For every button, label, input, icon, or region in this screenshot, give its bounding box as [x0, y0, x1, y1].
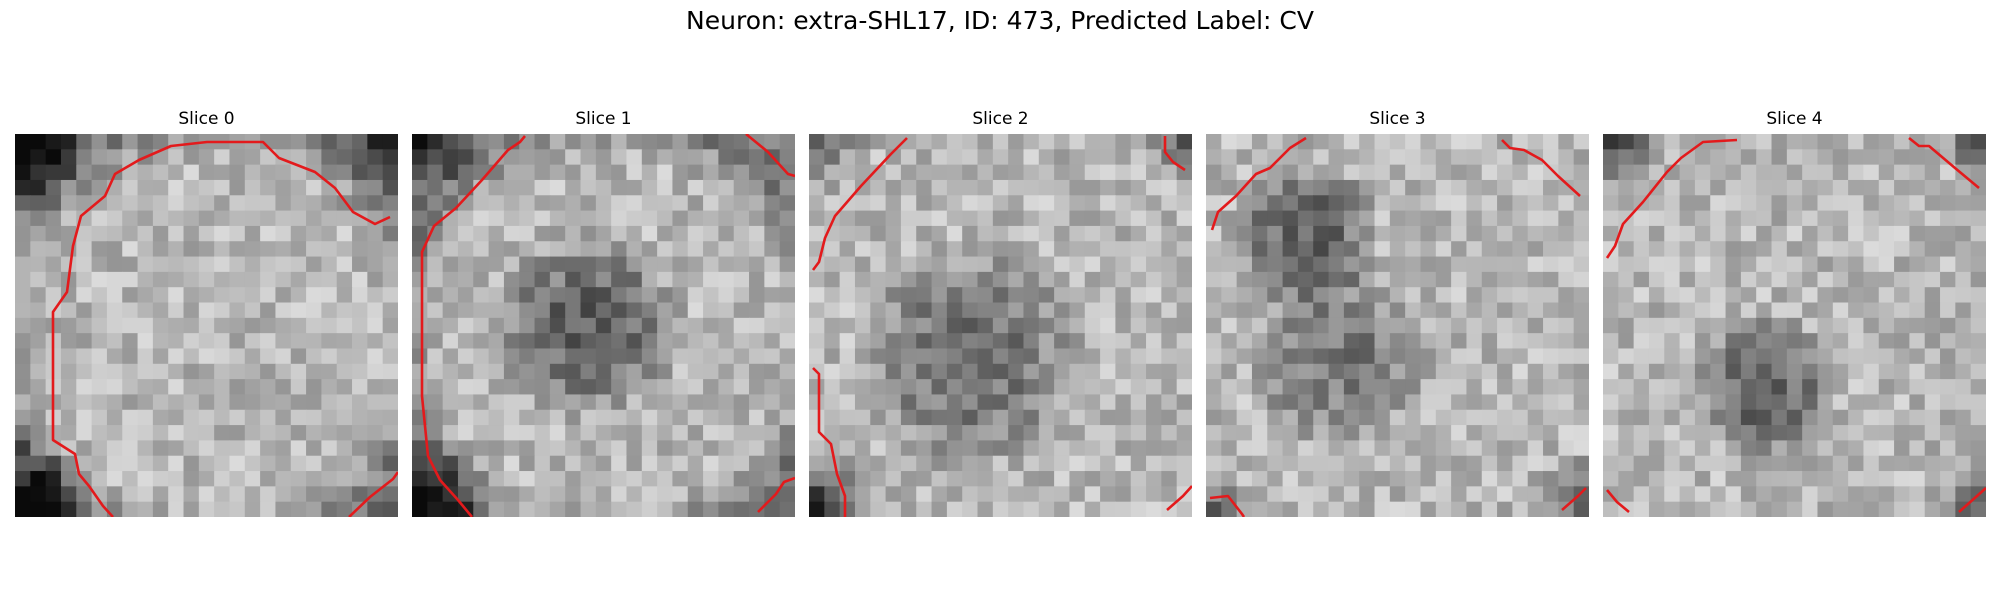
slice-0-contour-corner [348, 471, 398, 517]
slice-0-title: Slice 0 [178, 109, 235, 129]
slice-4-svg [1603, 134, 1986, 517]
slice-1-contour-top-right [745, 134, 795, 178]
slice-1-contours [420, 134, 795, 517]
slice-3-image [1206, 134, 1589, 517]
slice-4-contour-top-left [1605, 138, 1738, 259]
slice-1-title: Slice 1 [575, 109, 632, 129]
slice-0-contours [51, 140, 398, 517]
slice-1-image [412, 134, 795, 517]
slice-3-contour-bottom-right [1561, 487, 1587, 511]
slice-2-contour-top-right [1163, 136, 1186, 172]
slice-4-pixels [1603, 134, 1986, 517]
slice-4-contour-bottom-right [1958, 487, 1986, 513]
slice-2-contour-top-left [811, 137, 908, 271]
slice-0-contour-main [51, 140, 391, 517]
slice-4-contours [1605, 136, 1986, 513]
slice-2-pixels [809, 134, 1192, 517]
slice-0-svg [15, 134, 398, 517]
slice-3-svg [1206, 134, 1589, 517]
slice-2-contour-left [812, 367, 847, 517]
slice-3-title: Slice 3 [1369, 109, 1426, 129]
slice-2-contours [811, 136, 1192, 517]
slice-0-image [15, 134, 398, 517]
slice-4-contour-bottom-left [1606, 489, 1630, 513]
slice-3-contour-top-right [1501, 139, 1581, 197]
slice-4-image [1603, 134, 1986, 517]
slice-3-contour-top-left [1210, 136, 1307, 231]
slice-3-contour-bottom-left [1209, 494, 1246, 517]
slice-1-svg [412, 134, 795, 517]
slice-4-contour-top-right [1908, 136, 1980, 189]
slice-2-svg [809, 134, 1192, 517]
slice-2-contour-bottom-right [1166, 485, 1192, 511]
slice-1-contour-bottom-right [757, 476, 795, 513]
slice-3-pixels [1206, 134, 1589, 517]
slice-2-image [809, 134, 1192, 517]
slice-1-contour-main [420, 135, 526, 517]
slice-2-title: Slice 2 [972, 109, 1029, 129]
figure-title: Neuron: extra-SHL17, ID: 473, Predicted … [686, 6, 1314, 35]
slice-1-pixels [412, 134, 795, 517]
slice-0-pixels [15, 134, 398, 517]
slice-3-contours [1209, 136, 1587, 517]
slice-4-title: Slice 4 [1766, 109, 1823, 129]
